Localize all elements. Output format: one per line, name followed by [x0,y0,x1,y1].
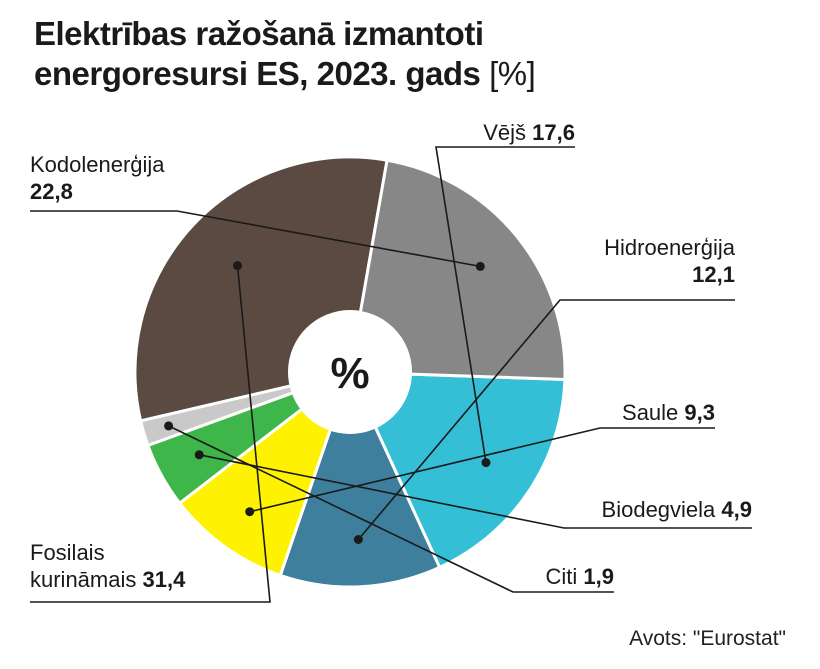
source-note: Avots: "Eurostat" [629,627,786,650]
leader-line-fosilais-kurināmais [30,265,271,603]
leader-dot-vējš [481,458,491,468]
title-line-2: energoresursi ES, 2023. gads [%] [34,54,774,94]
leader-dot-biodegviela [194,450,204,460]
data-label-kodolenerģija: Kodolenerģija 22,8 [30,152,165,204]
data-label-citi: Citi 1,9 [546,564,614,589]
pie-slice-hidroenerģija [278,367,442,589]
pie-slice-vējš [347,370,567,570]
leader-dot-saule [245,507,255,517]
title-line-1: Elektrības ražošanā izmantoti [34,15,484,52]
pie-slice-saule [177,367,354,578]
chart-title: Elektrības ražošanā izmantoti energoresu… [34,14,774,94]
pie-slice-kodolenerģija [348,158,567,382]
pie-center-label: % [330,349,369,398]
data-label-hidroenerģija: Hidroenerģija 12,1 [604,235,736,287]
data-label-saule: Saule 9,3 [622,400,715,425]
leader-line-citi [168,425,614,593]
pie-center-hole [288,310,412,434]
title-unit: [%] [489,55,536,92]
leader-line-hidroenerģija [357,299,735,541]
leader-dot-citi [164,421,174,431]
data-label-vējš: Vējš 17,6 [483,120,575,145]
data-label-biodegviela: Biodegviela 4,9 [602,497,752,522]
leader-line-saule [249,427,715,513]
leader-dot-hidroenerģija [353,535,363,544]
leader-line-kodolenerģija [30,210,481,268]
leader-line-vējš [435,146,575,463]
data-label-fosilais-kurināmais: Fosilais kurināmais 31,4 [30,540,186,592]
title-line-2-text: energoresursi ES, 2023. gads [34,55,481,92]
leader-line-biodegviela [199,454,752,529]
leader-dot-kodolenerģija [475,261,485,271]
leader-dot-fosilais-kurināmais [233,261,242,271]
